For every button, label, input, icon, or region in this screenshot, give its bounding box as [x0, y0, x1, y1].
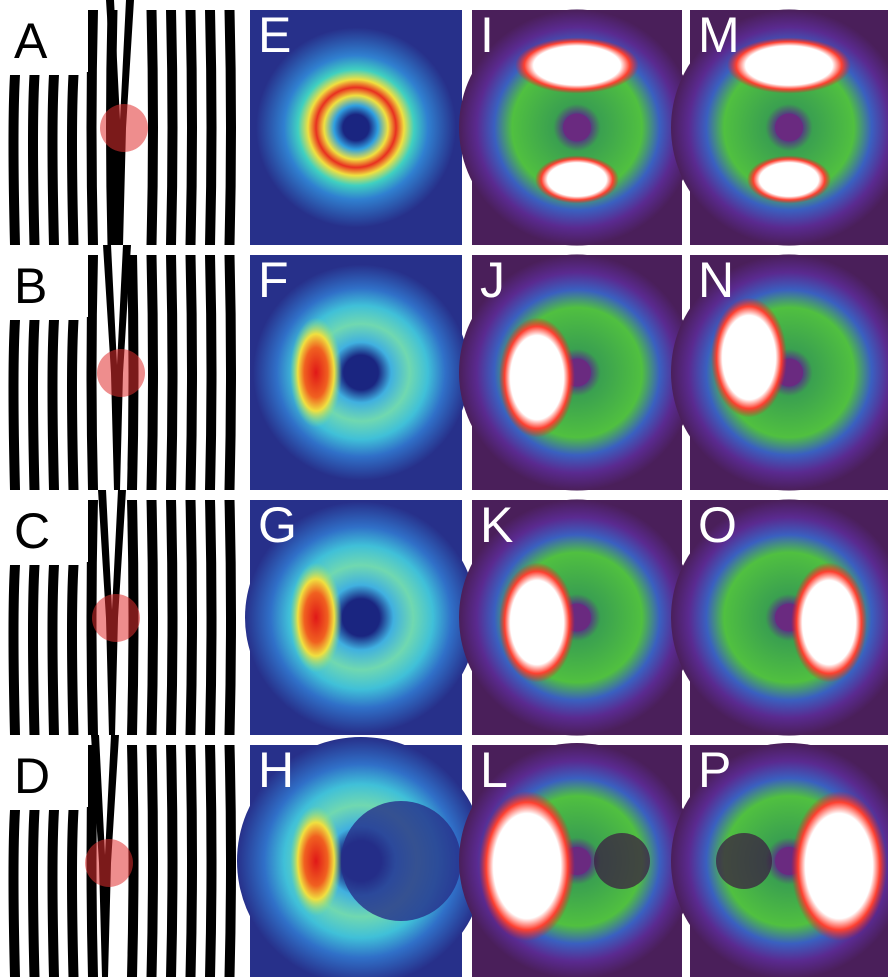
panel-label: K: [480, 497, 513, 553]
stripe: [205, 745, 217, 977]
panel: I: [459, 7, 695, 246]
stripe: [9, 75, 21, 245]
stripe: [9, 810, 21, 977]
exp-sat: [711, 298, 787, 418]
exp-sat: [499, 318, 575, 438]
stripe: [186, 10, 198, 245]
fork-marker: [85, 839, 133, 887]
exp-sat: [535, 156, 619, 204]
stripe: [186, 500, 198, 735]
exp-sat: [499, 563, 575, 683]
stripe: [67, 320, 79, 490]
panel: N: [671, 252, 888, 491]
panel: M: [671, 7, 888, 246]
stripe: [48, 320, 60, 490]
stripe: [147, 500, 159, 735]
stripe: [48, 810, 60, 977]
stripe: [28, 320, 40, 490]
panel: F: [250, 252, 469, 490]
panel: B: [0, 245, 236, 490]
exp-sat: [515, 38, 639, 94]
panel-label: C: [14, 503, 50, 559]
stripe: [67, 75, 79, 245]
panel-label: B: [14, 258, 47, 314]
panel: A: [0, 0, 236, 245]
stripe: [147, 10, 159, 245]
panel: E: [250, 7, 462, 245]
stripe: [28, 75, 40, 245]
stripe: [9, 320, 21, 490]
panel-label: D: [14, 748, 50, 804]
panel: J: [459, 252, 695, 491]
sim-hot: [290, 563, 342, 673]
exp-sat: [479, 791, 575, 941]
panel: C: [0, 490, 236, 735]
stripe: [87, 255, 99, 490]
panel-label: A: [14, 13, 48, 69]
stripe: [9, 565, 21, 735]
sim-void: [341, 801, 461, 921]
stripe: [166, 10, 178, 245]
stripe: [28, 810, 40, 977]
panel-label: J: [480, 252, 505, 308]
panel-label: H: [258, 742, 294, 798]
fork-marker: [92, 594, 140, 642]
panel-label: F: [258, 252, 289, 308]
figure: A E I M B F J N C G K O D H L P: [0, 0, 888, 977]
stripe: [147, 255, 159, 490]
panel-label: I: [480, 7, 494, 63]
panel: H: [237, 737, 485, 977]
fork-marker: [100, 104, 148, 152]
panel-label: G: [258, 497, 297, 553]
panel-label: P: [698, 742, 731, 798]
panel: P: [671, 742, 888, 977]
stripe: [205, 10, 217, 245]
panel: O: [671, 497, 888, 736]
stripe: [67, 565, 79, 735]
exp-sat: [791, 791, 887, 941]
stripe: [225, 255, 237, 490]
exp-core: [775, 114, 803, 142]
stripe: [205, 500, 217, 735]
stripe: [166, 745, 178, 977]
panel: D: [0, 735, 236, 977]
exp-void: [716, 833, 772, 889]
stripe: [225, 10, 237, 245]
panel-label: N: [698, 252, 734, 308]
panel-label: L: [480, 742, 508, 798]
stripe: [28, 565, 40, 735]
stripe: [166, 255, 178, 490]
exp-void: [594, 833, 650, 889]
stripe: [67, 810, 79, 977]
stripe: [186, 255, 198, 490]
exp-sat: [747, 156, 831, 204]
page: AEIMBFJNCGKODHLP (() => { const data = J…: [0, 0, 888, 977]
exp-sat: [727, 38, 851, 94]
exp-core: [563, 114, 591, 142]
stripe: [147, 745, 159, 977]
stripe: [48, 565, 60, 735]
stripe: [48, 75, 60, 245]
panel: G: [245, 497, 477, 735]
panel-label: E: [258, 7, 291, 63]
panel: K: [459, 497, 695, 736]
panel-label: M: [698, 7, 740, 63]
exp-sat: [791, 563, 867, 683]
stripe: [186, 745, 198, 977]
sim-hot: [290, 318, 342, 428]
stripe: [205, 255, 217, 490]
panel: L: [459, 742, 695, 977]
sim-hot: [290, 806, 342, 916]
stripe: [225, 500, 237, 735]
stripe: [225, 745, 237, 977]
fork-marker: [97, 349, 145, 397]
panel-label: O: [698, 497, 737, 553]
stripe: [87, 10, 99, 245]
stripe: [166, 500, 178, 735]
